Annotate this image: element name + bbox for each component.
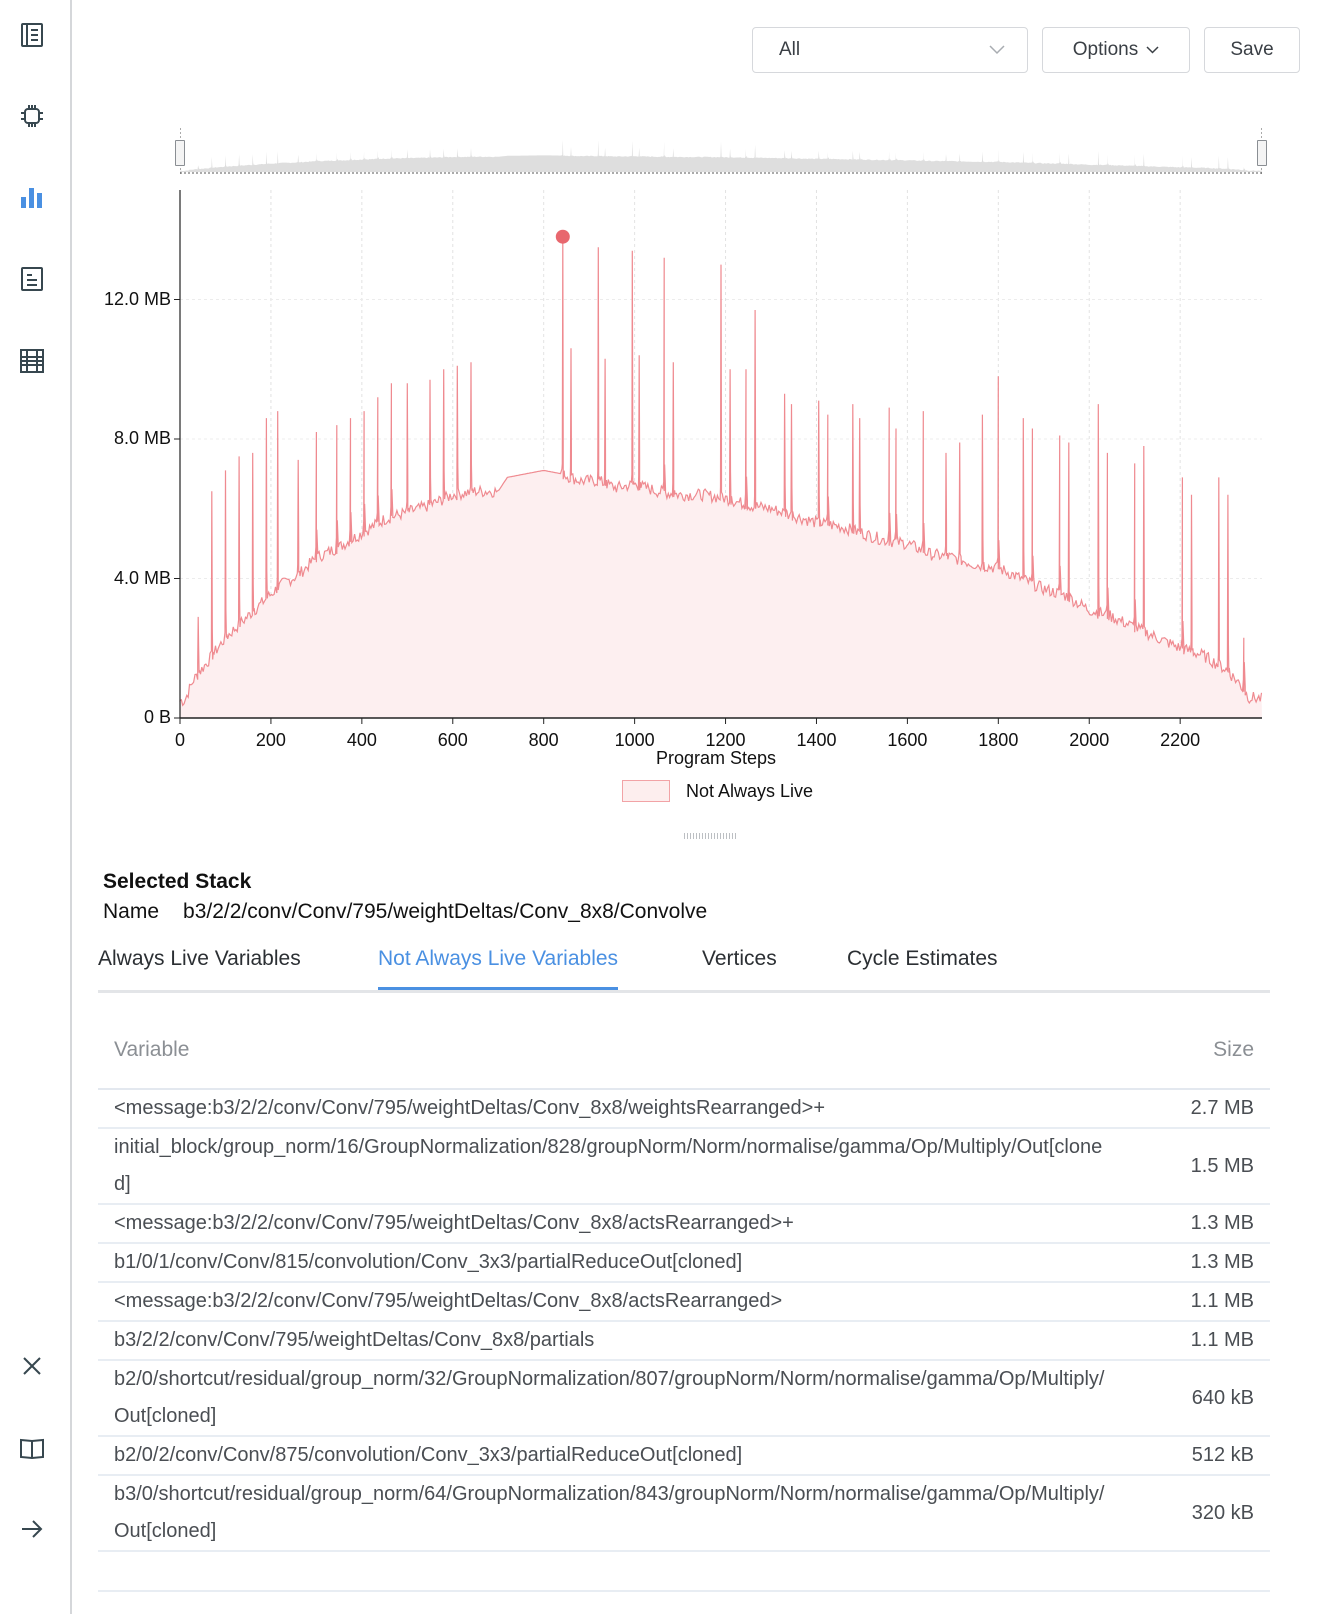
filter-select[interactable]: All — [752, 27, 1028, 73]
x-tick-label: 1400 — [796, 730, 837, 750]
sidebar-item-hardware[interactable] — [18, 102, 46, 130]
variable-size: 320 kB — [1191, 1501, 1254, 1524]
table-row[interactable]: initial_block/group_norm/16/GroupNormali… — [98, 1129, 1270, 1205]
variable-size: 1.3 MB — [1190, 1251, 1254, 1273]
y-tick-label: 8.0 MB — [113, 428, 171, 448]
grid-icon — [20, 349, 44, 373]
minimap-overview — [180, 128, 1262, 174]
table-row[interactable]: b2/0/2/conv/Conv/875/convolution/Conv_3x… — [98, 1437, 1270, 1476]
x-tick-label: 600 — [437, 730, 468, 750]
selected-stack-title: Selected Stack — [103, 870, 252, 893]
tab-vertices[interactable]: Vertices — [702, 947, 777, 970]
table-row[interactable]: b2/0/shortcut/residual/group_norm/32/Gro… — [98, 1361, 1270, 1437]
table-row-partial[interactable] — [98, 1552, 1270, 1592]
chart-legend[interactable]: Not Always Live — [622, 780, 813, 802]
table-row[interactable]: <message:b3/2/2/conv/Conv/795/weightDelt… — [98, 1205, 1270, 1244]
sidebar — [0, 0, 72, 1614]
x-tick-label: 2000 — [1069, 730, 1110, 750]
book-icon — [20, 1438, 44, 1460]
variable-size: 640 kB — [1191, 1386, 1254, 1409]
sidebar-docs[interactable] — [18, 1434, 46, 1462]
x-tick-label: 400 — [346, 730, 377, 750]
chart-plot[interactable] — [0, 186, 1325, 786]
table-row[interactable]: b1/0/1/conv/Conv/815/convolution/Conv_3x… — [98, 1244, 1270, 1283]
arrow-right-icon — [22, 1520, 43, 1538]
sidebar-item-memory[interactable] — [18, 184, 46, 212]
memory-chart: 0 B 4.0 MB 8.0 MB 12.0 MB 0 200 400 600 800 1000… — [0, 186, 1325, 826]
variable-size: 1.1 MB — [1190, 1329, 1254, 1351]
sidebar-item-report[interactable] — [18, 265, 46, 293]
x-tick-label: 800 — [528, 730, 559, 750]
legend-swatch — [622, 780, 670, 802]
column-header-size[interactable]: Size — [1213, 1038, 1254, 1061]
chart-minimap[interactable] — [175, 128, 1267, 180]
y-tick-label: 0 B — [143, 707, 171, 727]
column-header-variable[interactable]: Variable — [114, 1038, 190, 1061]
details-tabs: Always Live Variables Not Always Live Va… — [98, 945, 1270, 993]
sidebar-item-summary[interactable] — [18, 21, 46, 49]
x-tick-label: 1600 — [887, 730, 928, 750]
notebook-icon — [21, 23, 43, 47]
x-axis-label: Program Steps — [656, 748, 777, 768]
toolbar: All Options Save — [752, 27, 1300, 73]
table-row[interactable]: b3/2/2/conv/Conv/795/weightDeltas/Conv_8… — [98, 1322, 1270, 1361]
filter-select-value: All — [779, 39, 801, 60]
chevron-down-icon — [989, 45, 1005, 55]
variables-table: Variable Size <message:b3/2/2/conv/Conv/… — [98, 1030, 1270, 1592]
save-button[interactable]: Save — [1204, 27, 1300, 73]
tab-not-always-live-variables[interactable]: Not Always Live Variables — [378, 947, 619, 990]
sidebar-expand[interactable] — [18, 1515, 46, 1543]
x-tick-label: 1200 — [705, 730, 746, 750]
variable-size: 2.7 MB — [1190, 1097, 1254, 1119]
table-header: Variable Size — [98, 1030, 1270, 1090]
minimap-right-handle[interactable] — [1257, 140, 1267, 166]
document-icon — [21, 267, 43, 291]
variable-name: b1/0/1/conv/Conv/815/convolution/Conv_3x… — [114, 1251, 743, 1273]
x-tick-label: 200 — [255, 730, 286, 750]
x-tick-label: 2200 — [1160, 730, 1201, 750]
tab-always-live-variables[interactable]: Always Live Variables — [98, 947, 301, 970]
bar-chart-icon — [21, 188, 42, 208]
options-label: Options — [1072, 39, 1139, 60]
variable-name: <message:b3/2/2/conv/Conv/795/weightDelt… — [114, 1097, 825, 1119]
table-row[interactable]: <message:b3/2/2/conv/Conv/795/weightDelt… — [98, 1283, 1270, 1322]
panel-resize-handle[interactable] — [684, 833, 736, 839]
variable-name: b3/0/shortcut/residual/group_norm/64/Gro… — [114, 1483, 1105, 1542]
close-icon — [23, 1357, 41, 1375]
table-row[interactable]: b3/0/shortcut/residual/group_norm/64/Gro… — [98, 1476, 1270, 1552]
selected-stack-name: Name b3/2/2/conv/Conv/795/weightDeltas/C… — [103, 900, 707, 924]
tab-cycle-estimates[interactable]: Cycle Estimates — [847, 947, 998, 970]
table-row[interactable]: <message:b3/2/2/conv/Conv/795/weightDelt… — [98, 1090, 1270, 1129]
legend-label: Not Always Live — [686, 780, 814, 801]
sidebar-close[interactable] — [18, 1352, 46, 1380]
variable-name: b3/2/2/conv/Conv/795/weightDeltas/Conv_8… — [114, 1329, 595, 1351]
chip-icon — [21, 105, 43, 127]
variable-name: b2/0/2/conv/Conv/875/convolution/Conv_3x… — [114, 1444, 743, 1466]
variable-size: 1.1 MB — [1190, 1290, 1254, 1312]
y-tick-label: 4.0 MB — [113, 567, 171, 588]
y-tick-label: 12.0 MB — [103, 288, 171, 309]
variable-name: <message:b3/2/2/conv/Conv/795/weightDelt… — [114, 1290, 783, 1312]
x-tick-label: 1000 — [614, 730, 655, 750]
chevron-down-icon — [1146, 46, 1159, 54]
x-tick-label: 1800 — [978, 730, 1019, 750]
name-value: b3/2/2/conv/Conv/795/weightDeltas/Conv_8… — [183, 900, 708, 923]
options-button[interactable]: Options — [1042, 27, 1190, 73]
variable-name: initial_block/group_norm/16/GroupNormali… — [114, 1136, 1103, 1195]
variable-size: 1.5 MB — [1190, 1154, 1254, 1177]
variable-size: 512 kB — [1191, 1444, 1254, 1466]
variable-name: b2/0/shortcut/residual/group_norm/32/Gro… — [114, 1368, 1105, 1427]
x-tick-label: 0 — [174, 730, 185, 750]
variable-name: <message:b3/2/2/conv/Conv/795/weightDelt… — [114, 1212, 794, 1234]
minimap-left-handle[interactable] — [175, 140, 185, 166]
variable-size: 1.3 MB — [1190, 1212, 1254, 1234]
name-label: Name — [103, 900, 160, 923]
sidebar-item-table[interactable] — [18, 347, 46, 375]
peak-marker — [555, 229, 570, 244]
